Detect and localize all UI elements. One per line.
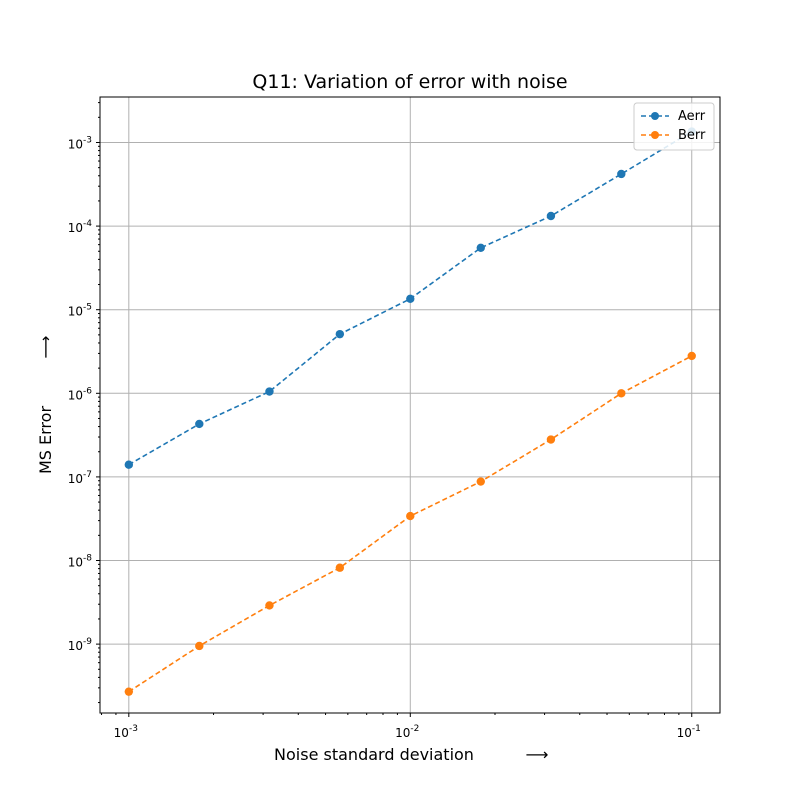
x-axis-arrow: ⟶ <box>526 745 549 764</box>
legend-marker-berr <box>651 131 659 139</box>
legend-marker-aerr <box>651 112 659 120</box>
data-point-aerr <box>617 169 626 179</box>
y-tick-label: 10-8 <box>68 554 93 570</box>
data-point-aerr <box>335 329 345 339</box>
data-point-aerr <box>476 243 485 252</box>
data-point-berr <box>406 511 415 521</box>
x-axis-label: Noise standard deviation <box>274 745 474 764</box>
legend-label-aerr: Aerr <box>678 109 706 124</box>
data-point-berr <box>687 351 696 361</box>
y-tick-label: 10-6 <box>68 386 93 402</box>
data-point-berr <box>265 601 274 610</box>
data-point-berr <box>546 435 556 444</box>
y-axis-arrow: ⟶ <box>36 335 55 358</box>
data-point-berr <box>476 477 485 486</box>
y-tick-label: 10-9 <box>68 637 93 653</box>
y-axis-label: MS Error <box>36 406 55 474</box>
chart-title: Q11: Variation of error with noise <box>252 71 567 93</box>
y-tick-label: 10-7 <box>68 470 92 486</box>
y-tick-label: 10-3 <box>68 135 92 151</box>
data-point-berr <box>195 641 204 651</box>
x-tick-label: 10-1 <box>677 724 701 740</box>
data-point-aerr <box>124 460 134 469</box>
y-tick-label: 10-4 <box>68 219 93 235</box>
data-point-berr <box>124 687 134 696</box>
data-point-aerr <box>406 294 415 304</box>
x-tick-label: 10-3 <box>114 724 138 740</box>
legend: Aerr Berr <box>633 102 715 151</box>
data-point-aerr <box>265 387 274 396</box>
data-point-aerr <box>546 211 556 221</box>
legend-label-berr: Berr <box>678 128 706 143</box>
data-point-berr <box>617 389 626 398</box>
y-tick-label: 10-5 <box>68 303 92 319</box>
x-tick-label: 10-2 <box>395 724 419 740</box>
series-layer <box>124 127 696 696</box>
grid-lines <box>100 97 720 713</box>
data-point-berr <box>335 563 345 572</box>
data-point-aerr <box>195 419 204 429</box>
tick-labels: 10-3 10-2 10-1 10-9 10-8 10-7 10-6 10-5 10-4 10-3 <box>68 102 701 740</box>
